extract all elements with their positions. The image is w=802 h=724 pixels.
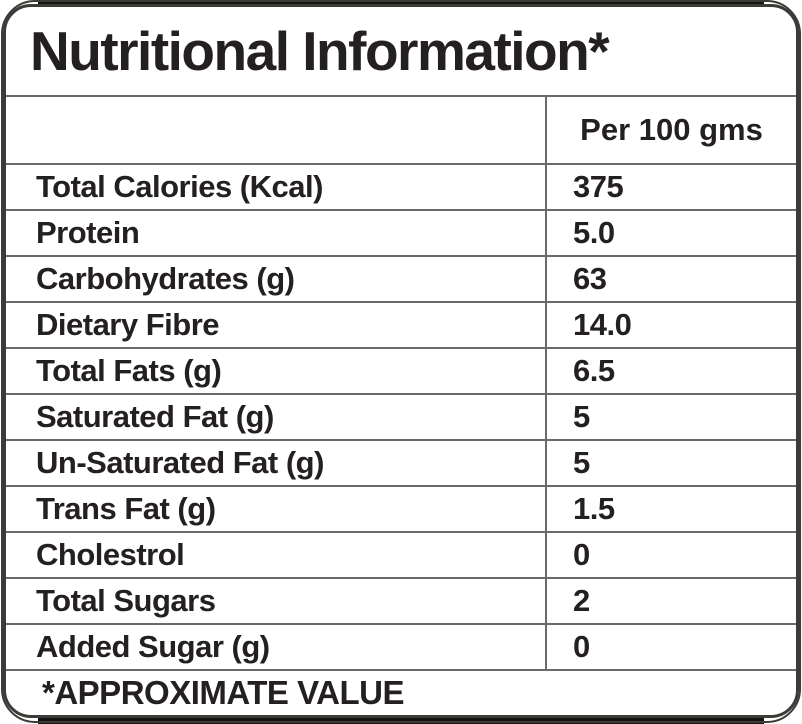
table-row: Total Fats (g) 6.5	[6, 347, 796, 393]
nutrient-name: Dietary Fibre	[36, 307, 220, 342]
nutrient-value: 5	[545, 395, 796, 439]
nutrient-name: Protein	[36, 215, 140, 250]
approximate-value-note: *APPROXIMATE VALUE	[42, 674, 404, 711]
table-header-row: Per 100 gms	[6, 95, 796, 163]
table-row: Saturated Fat (g) 5	[6, 393, 796, 439]
top-edge-strip	[38, 0, 764, 6]
table-row: Total Calories (Kcal) 375	[6, 163, 796, 209]
table-row: Protein 5.0	[6, 209, 796, 255]
nutrient-name: Added Sugar (g)	[36, 629, 270, 664]
table-row: Dietary Fibre 14.0	[6, 301, 796, 347]
nutrient-value: 5	[545, 441, 796, 485]
nutrient-name: Total Calories (Kcal)	[36, 169, 323, 204]
nutrient-value: 1.5	[545, 487, 796, 531]
nutrient-value: 14.0	[545, 303, 796, 347]
nutrient-value: 63	[545, 257, 796, 301]
table-row: Cholestrol 0	[6, 531, 796, 577]
table-row: Trans Fat (g) 1.5	[6, 485, 796, 531]
nutrient-name: Total Sugars	[36, 583, 216, 618]
bottom-edge-strip	[38, 717, 764, 724]
nutrient-name: Cholestrol	[36, 537, 185, 572]
page-title: Nutritional Information*	[30, 20, 610, 82]
nutrient-value: 6.5	[545, 349, 796, 393]
footnote-row: *APPROXIMATE VALUE	[6, 669, 796, 715]
table-body: Total Calories (Kcal) 375 Protein 5.0 Ca…	[6, 163, 796, 669]
table-row: Un-Saturated Fat (g) 5	[6, 439, 796, 485]
title-row: Nutritional Information*	[6, 7, 796, 95]
nutrient-name: Total Fats (g)	[36, 353, 222, 388]
nutrient-value: 0	[545, 625, 796, 669]
nutrient-name: Un-Saturated Fat (g)	[36, 445, 324, 480]
nutrition-label: Nutritional Information* Per 100 gms Tot…	[3, 4, 799, 718]
nutrient-name: Carbohydrates (g)	[36, 261, 295, 296]
nutrient-value: 375	[545, 165, 796, 209]
table-row: Total Sugars 2	[6, 577, 796, 623]
table-row: Carbohydrates (g) 63	[6, 255, 796, 301]
header-spacer-cell	[6, 97, 545, 163]
nutrient-value: 5.0	[545, 211, 796, 255]
column-header-per-100-gms: Per 100 gms	[545, 97, 796, 163]
nutrient-name: Trans Fat (g)	[36, 491, 216, 526]
nutrient-value: 0	[545, 533, 796, 577]
nutrient-value: 2	[545, 579, 796, 623]
table-row: Added Sugar (g) 0	[6, 623, 796, 669]
nutrient-name: Saturated Fat (g)	[36, 399, 274, 434]
